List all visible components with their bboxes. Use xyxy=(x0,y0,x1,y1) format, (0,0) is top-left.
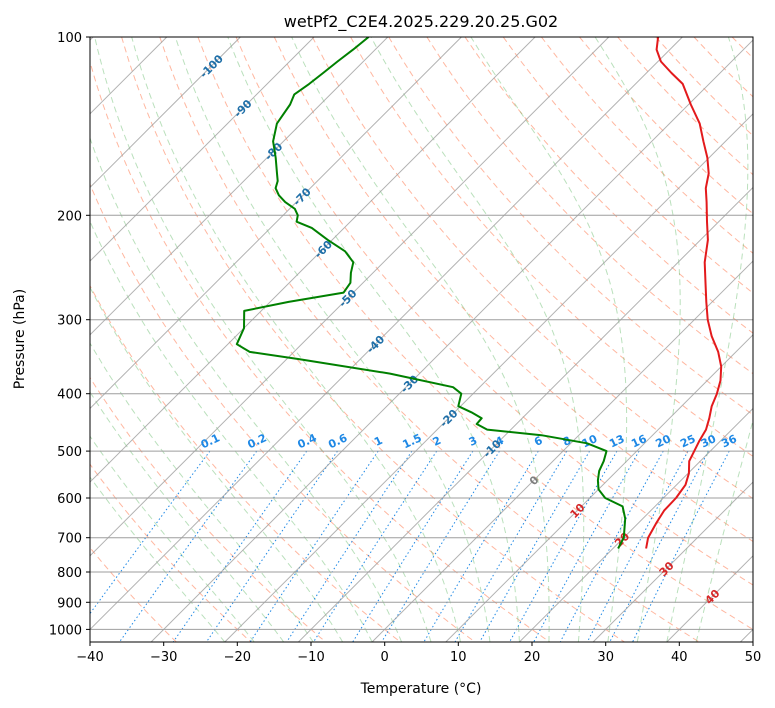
dry-adiabat xyxy=(351,37,775,642)
dry-adiabat xyxy=(389,37,775,642)
y-tick-label: 600 xyxy=(57,492,82,507)
y-tick-label: 800 xyxy=(57,566,82,581)
mixing-ratio-label: 2 xyxy=(431,434,443,449)
mixing-ratio-line xyxy=(287,451,412,642)
x-axis-title: Temperature (°C) xyxy=(360,681,482,697)
mixing-ratio-line xyxy=(353,451,473,642)
dry-adiabat xyxy=(656,37,775,642)
dry-adiabat xyxy=(770,37,775,642)
mixing-ratio-line xyxy=(455,451,567,642)
dewpoint-profile-line xyxy=(237,37,625,549)
mixing-ratio-label: 0.1 xyxy=(199,431,222,451)
mixing-ratio-label: 0.2 xyxy=(246,431,269,451)
x-tick-label: 50 xyxy=(745,650,762,665)
profile-lines xyxy=(237,37,721,549)
dry-adiabat xyxy=(541,37,775,642)
mixing-ratio-label: 1.5 xyxy=(401,431,424,451)
isotherm xyxy=(225,37,775,642)
mixing-ratio-label: 30 xyxy=(699,432,719,450)
y-tick-label: 400 xyxy=(57,388,82,403)
moist-adiabat xyxy=(0,37,254,642)
dry-adiabat xyxy=(503,37,775,642)
moist-adiabat xyxy=(0,37,225,642)
x-tick-label: −20 xyxy=(224,650,251,665)
moist-adiabat xyxy=(175,37,490,642)
y-tick-label: 1000 xyxy=(49,623,82,638)
mixing-ratio-line xyxy=(314,451,437,642)
y-tick-label: 900 xyxy=(57,596,82,611)
x-tick-label: 20 xyxy=(524,650,541,665)
isotherm xyxy=(667,37,775,642)
isotherm xyxy=(0,37,535,642)
mixing-ratio-line xyxy=(250,451,378,642)
mixing-ratio-label: 20 xyxy=(654,432,674,450)
moist-adiabat xyxy=(35,37,372,642)
x-tick-label: −30 xyxy=(150,650,177,665)
mixing-ratio-label: 36 xyxy=(719,432,739,450)
y-tick-label: 300 xyxy=(57,314,82,329)
dry-adiabat xyxy=(198,37,774,642)
isotherm-label: 0 xyxy=(527,473,542,488)
x-tick-label: 10 xyxy=(450,650,467,665)
dry-adiabat xyxy=(465,37,775,642)
x-tick-label: −40 xyxy=(76,650,103,665)
isotherm xyxy=(519,37,775,642)
y-axis-title: Pressure (hPa) xyxy=(12,289,28,389)
moist-adiabat xyxy=(0,37,313,642)
y-tick-label: 500 xyxy=(57,445,82,460)
y-axis: 100 200 300 400 500 600 700 800 900 1000 xyxy=(49,31,90,638)
mixing-ratio-label: 13 xyxy=(607,432,626,450)
dry-adiabat xyxy=(618,37,775,642)
mixing-ratio-label: 0.6 xyxy=(326,431,349,451)
x-tick-label: −10 xyxy=(297,650,324,665)
isotherm xyxy=(372,37,775,642)
dry-adiabat xyxy=(7,37,400,642)
mixing-ratio-line xyxy=(510,451,617,642)
isotherm xyxy=(740,37,775,642)
isotherm xyxy=(0,37,314,642)
plot-frame xyxy=(90,37,753,642)
x-axis: −40 −30 −20 −10 0 10 20 30 40 50 xyxy=(76,642,761,665)
x-tick-label: 30 xyxy=(597,650,614,665)
isotherm-label: -70 xyxy=(291,185,314,208)
isotherm xyxy=(151,37,756,642)
dry-adiabat xyxy=(45,37,475,642)
moist-adiabat xyxy=(471,37,627,642)
mixing-ratio-line xyxy=(120,451,257,642)
plot-grid xyxy=(0,37,775,642)
mixing-ratio-label: 1 xyxy=(372,434,384,449)
mixing-ratio-line xyxy=(560,451,663,642)
mixing-ratio-line xyxy=(587,451,688,642)
moist-adiabat xyxy=(10,37,343,642)
isotherm xyxy=(0,37,388,642)
dry-adiabat xyxy=(694,37,775,642)
y-tick-label: 200 xyxy=(57,209,82,224)
moist-adiabat xyxy=(292,37,549,642)
temperature-profile-line xyxy=(646,37,721,549)
x-tick-label: 40 xyxy=(671,650,688,665)
isotherm xyxy=(0,37,461,642)
mixing-ratio-label: 25 xyxy=(678,432,697,450)
isotherm-label: -100 xyxy=(197,52,226,81)
y-tick-label: 700 xyxy=(57,532,82,547)
isotherm xyxy=(4,37,609,642)
mixing-ratio-label: 16 xyxy=(629,432,649,450)
mixing-ratio-label: 0.4 xyxy=(296,431,319,451)
y-tick-label: 100 xyxy=(57,31,82,46)
dry-adiabat xyxy=(236,37,775,642)
x-tick-label: 0 xyxy=(381,650,389,665)
isotherm-label: -60 xyxy=(312,238,335,261)
dry-adiabat xyxy=(0,37,251,642)
moist-adiabat xyxy=(595,37,680,642)
chart-title: wetPf2_C2E4.2025.229.20.25.G02 xyxy=(284,12,558,32)
